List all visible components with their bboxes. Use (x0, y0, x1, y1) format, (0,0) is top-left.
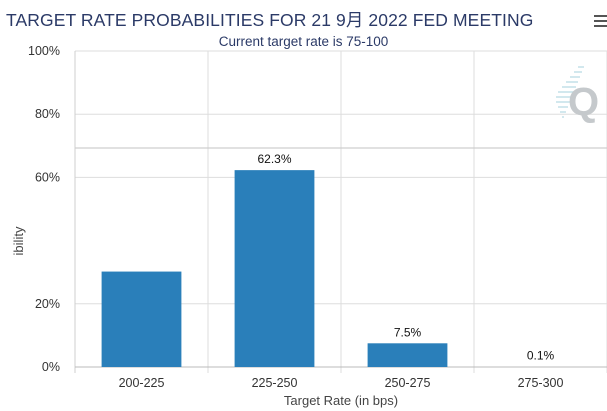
y-tick-label: 60% (35, 170, 60, 184)
y-tick-label: 80% (35, 107, 60, 121)
chart-subtitle: Current target rate is 75-100 (218, 34, 389, 49)
y-tick-label: 0% (42, 360, 60, 374)
bar-200-225 (101, 271, 182, 367)
x-tick-label: 225-250 (252, 376, 298, 390)
chart-title: TARGET RATE PROBABILITIES FOR 21 9月 2022… (6, 10, 534, 30)
y-axis-title: ibility (11, 226, 26, 255)
y-tick-label: 20% (35, 297, 60, 311)
bars-layer (101, 170, 448, 367)
x-tick-label: 250-275 (385, 376, 431, 390)
grid-layer (74, 50, 607, 373)
x-tick-label: 275-300 (518, 376, 564, 390)
data-label: 7.5% (394, 325, 422, 339)
hamburger-menu-icon[interactable] (594, 15, 607, 30)
labels-layer: 0% 20% 60% 80% 100% 200-225 62.3% 225-250 7.5% 25… (11, 44, 563, 408)
y-tick-label: 100% (28, 44, 60, 58)
x-tick-label: 200-225 (119, 376, 165, 390)
data-label: 62.3% (257, 152, 291, 166)
watermark-letter: Q (568, 80, 599, 124)
bar-250-275 (367, 343, 448, 367)
bar-225-250 (234, 170, 315, 367)
data-label: 0.1% (527, 349, 555, 363)
q-logo-icon: Q (556, 66, 599, 124)
x-axis-title: Target Rate (in bps) (284, 393, 398, 408)
